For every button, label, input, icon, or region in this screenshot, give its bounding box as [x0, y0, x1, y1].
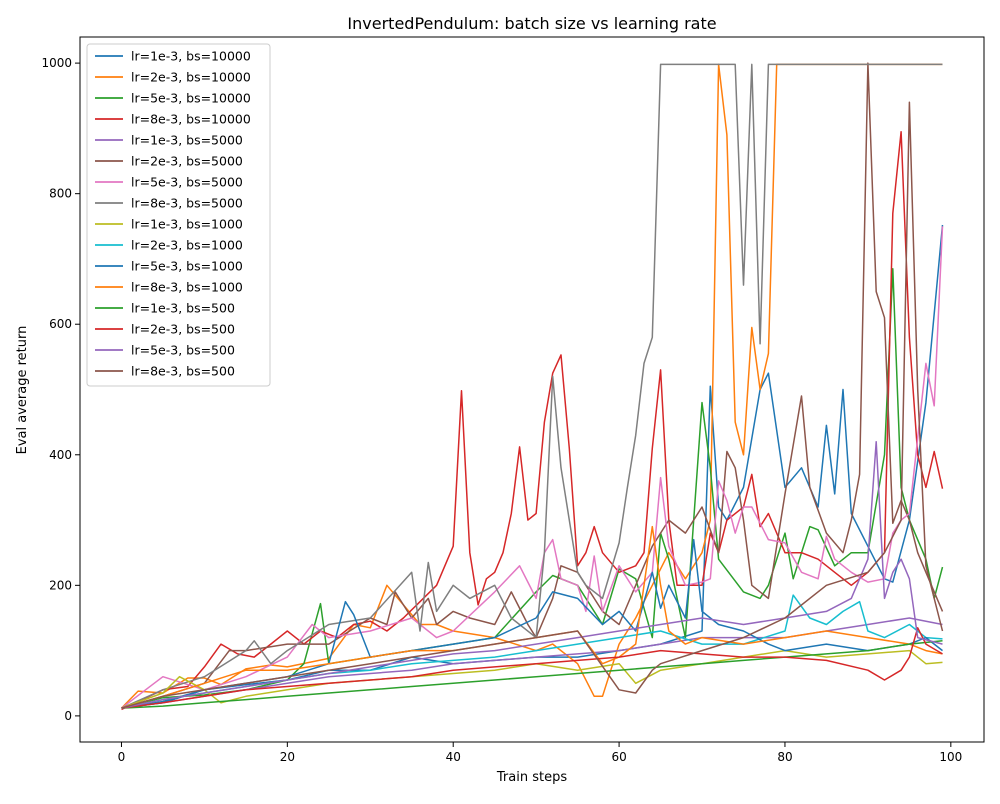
legend-label-14: lr=5e-3, bs=500 — [131, 343, 235, 358]
legend-label-13: lr=2e-3, bs=500 — [131, 322, 235, 337]
x-tick-label-5: 100 — [939, 750, 962, 764]
series-layer — [120, 62, 944, 711]
plot-frame — [79, 36, 985, 743]
x-tick-label-3: 60 — [611, 750, 626, 764]
y-tick-label-5: 1000 — [41, 56, 72, 70]
y-tick-label-2: 400 — [49, 448, 72, 462]
x-tick-label-4: 80 — [777, 750, 792, 764]
x-tick-label-0: 0 — [118, 750, 126, 764]
series-line-2 — [121, 267, 944, 709]
y-axis-label: Eval average return — [15, 326, 30, 455]
x-tick-label-1: 20 — [280, 750, 295, 764]
series-line-7 — [121, 63, 943, 709]
series-line-6 — [121, 226, 944, 709]
legend: lr=1e-3, bs=10000 lr=2e-3, bs=10000 lr=5e-… — [86, 43, 271, 387]
x-axis-label: Train steps — [496, 770, 567, 785]
legend-label-12: lr=1e-3, bs=500 — [131, 301, 235, 316]
legend-label-8: lr=1e-3, bs=1000 — [131, 217, 243, 232]
legend-label-5: lr=2e-3, bs=5000 — [131, 154, 243, 169]
series-line-5 — [121, 62, 944, 709]
x-tick-label-2: 40 — [446, 750, 461, 764]
legend-label-11: lr=8e-3, bs=1000 — [131, 280, 243, 295]
series-line-10 — [121, 538, 943, 709]
series-line-15 — [121, 101, 944, 709]
series-line-13 — [121, 627, 943, 709]
chart-title: InvertedPendulum: batch size vs learning… — [347, 14, 716, 33]
legend-label-1: lr=2e-3, bs=10000 — [131, 70, 251, 85]
y-tick-label-4: 800 — [49, 187, 72, 201]
legend-label-3: lr=8e-3, bs=10000 — [131, 112, 251, 127]
legend-label-2: lr=5e-3, bs=10000 — [131, 91, 251, 106]
legend-label-6: lr=5e-3, bs=5000 — [131, 175, 243, 190]
y-tick-label-3: 600 — [49, 317, 72, 331]
legend-label-4: lr=1e-3, bs=5000 — [131, 133, 243, 148]
legend-label-15: lr=8e-3, bs=500 — [131, 364, 235, 379]
series-line-12 — [121, 640, 943, 709]
legend-label-10: lr=5e-3, bs=1000 — [131, 259, 243, 274]
legend-box — [86, 43, 271, 387]
legend-label-7: lr=8e-3, bs=5000 — [131, 196, 243, 211]
y-tick-label-0: 0 — [64, 709, 72, 723]
legend-label-9: lr=2e-3, bs=1000 — [131, 238, 243, 253]
legend-label-0: lr=1e-3, bs=10000 — [131, 49, 251, 64]
series-line-14 — [121, 440, 943, 709]
y-tick-label-1: 200 — [49, 578, 72, 592]
